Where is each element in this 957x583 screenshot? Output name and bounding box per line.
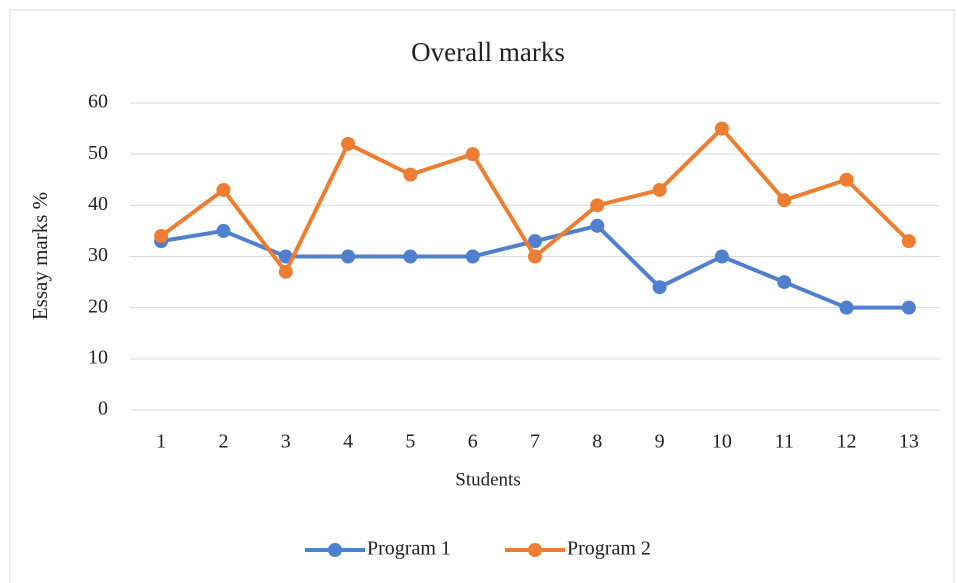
x-tick-label: 4: [343, 431, 353, 453]
y-axis-label: Essay marks %: [28, 192, 52, 320]
data-point: [154, 229, 168, 243]
x-tick-label: 9: [655, 431, 665, 453]
x-axis-label: Students: [455, 469, 520, 490]
y-tick-label: 10: [88, 346, 108, 368]
data-point: [902, 301, 916, 315]
y-tick-label: 20: [88, 295, 108, 317]
data-point: [216, 183, 230, 197]
data-point: [528, 250, 542, 264]
data-point: [403, 250, 417, 264]
x-tick-label: 8: [592, 431, 602, 453]
data-point: [341, 137, 355, 151]
x-tick-label: 2: [218, 431, 228, 453]
x-tick-label: 10: [712, 431, 732, 453]
y-tick-label: 50: [88, 142, 108, 164]
data-point: [279, 265, 293, 279]
data-point: [777, 193, 791, 207]
x-tick-label: 1: [156, 431, 166, 453]
x-tick-label: 11: [775, 431, 794, 453]
data-point: [403, 168, 417, 182]
data-point: [590, 198, 604, 212]
data-point: [466, 250, 480, 264]
x-tick-label: 7: [530, 431, 540, 453]
legend-marker: [528, 543, 542, 557]
x-tick-label: 5: [405, 431, 415, 453]
x-tick-label: 13: [899, 431, 919, 453]
data-point: [653, 280, 667, 294]
legend-label: Program 2: [567, 538, 651, 560]
data-point: [777, 275, 791, 289]
data-point: [715, 122, 729, 136]
legend-marker: [328, 543, 342, 557]
x-tick-label: 3: [281, 431, 291, 453]
chart-border: [10, 10, 954, 583]
y-tick-label: 60: [88, 91, 108, 113]
y-tick-label: 30: [88, 244, 108, 266]
data-point: [590, 219, 604, 233]
x-tick-label: 12: [837, 431, 857, 453]
chart: Overall marks Students Essay marks % 0 10…: [0, 0, 957, 583]
y-tick-label: 40: [88, 193, 108, 215]
chart-title: Overall marks: [411, 37, 565, 67]
data-point: [840, 173, 854, 187]
data-point: [653, 183, 667, 197]
data-point: [341, 250, 355, 264]
data-point: [715, 250, 729, 264]
data-point: [216, 224, 230, 238]
legend-label: Program 1: [367, 538, 451, 560]
x-tick-label: 6: [468, 431, 478, 453]
data-point: [840, 301, 854, 315]
data-point: [902, 234, 916, 248]
y-tick-label: 0: [98, 398, 108, 420]
data-point: [466, 147, 480, 161]
